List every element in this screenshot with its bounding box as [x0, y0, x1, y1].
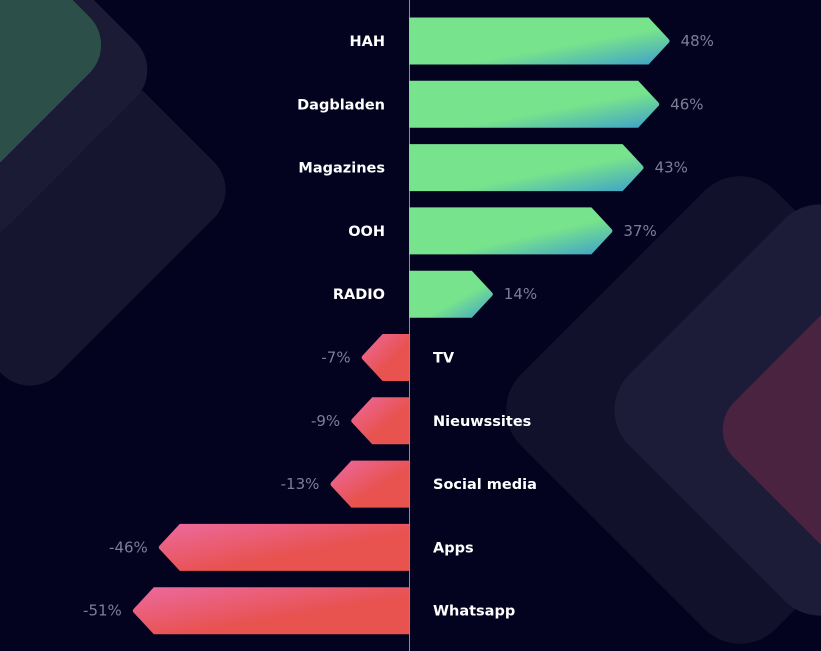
value-label: -46%: [109, 538, 148, 556]
bar-magazines: [409, 144, 644, 192]
value-label: -51%: [83, 602, 122, 620]
value-label: -13%: [281, 475, 320, 493]
bar-hah: [409, 17, 670, 65]
category-label: Apps: [433, 540, 474, 556]
bar-social-media: [330, 460, 409, 508]
decor-shape: [0, 0, 102, 192]
bar-radio: [409, 270, 493, 318]
value-label: -7%: [321, 349, 350, 367]
bar-dagbladen: [409, 80, 660, 128]
value-label: 43%: [655, 159, 688, 177]
category-label: Social media: [433, 477, 537, 493]
value-label: 37%: [623, 222, 656, 240]
category-label: Dagbladen: [297, 97, 385, 113]
category-label: Nieuwssites: [433, 414, 531, 430]
category-label: Whatsapp: [433, 604, 515, 620]
category-label: RADIO: [333, 287, 385, 303]
bar-whatsapp: [132, 587, 410, 635]
bar-nieuwssites: [351, 397, 409, 445]
value-label: 48%: [681, 32, 714, 50]
category-label: HAH: [350, 34, 386, 50]
value-label: 46%: [670, 95, 703, 113]
category-label: Magazines: [298, 161, 385, 177]
bar-tv: [361, 334, 409, 381]
category-label: TV: [433, 351, 455, 367]
decor-shape: [722, 262, 821, 598]
category-label: OOH: [348, 224, 385, 240]
bar-ooh: [409, 207, 613, 255]
value-label: 14%: [504, 285, 537, 303]
value-label: -9%: [311, 412, 340, 430]
decor-shape: [0, 0, 148, 238]
bar-apps: [158, 523, 409, 571]
